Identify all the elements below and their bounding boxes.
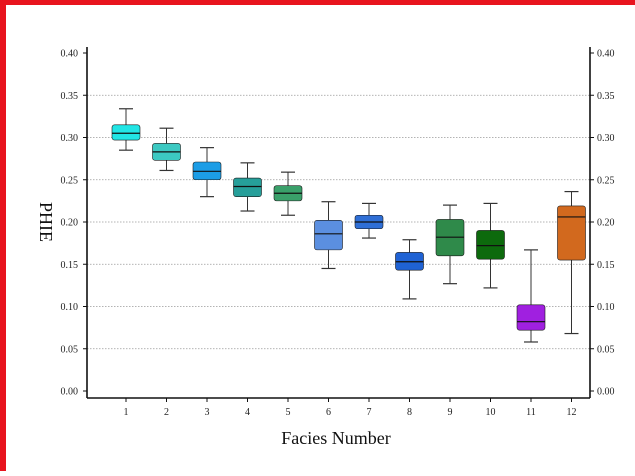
x-tick-label: 12: [567, 407, 577, 418]
x-tick-label: 5: [286, 407, 291, 418]
y-tick-label-right: 0.25: [597, 175, 615, 186]
box-facies-4: [233, 162, 262, 212]
box-series: [111, 108, 586, 343]
y-axis-title: PHIE: [36, 202, 56, 242]
y-tick-label-left: 0.30: [61, 133, 79, 144]
y-tick-label-right: 0.15: [597, 260, 615, 271]
y-tick-label-left: 0.35: [61, 91, 79, 102]
x-tick-label: 9: [448, 407, 453, 418]
y-tick-label-left: 0.10: [61, 302, 79, 313]
box-facies-2: [152, 127, 181, 172]
box-body: [476, 230, 505, 260]
x-tick-label: 6: [326, 407, 331, 418]
x-tick-label: 7: [367, 407, 372, 418]
y-tick-label-left: 0.40: [61, 49, 79, 60]
y-tick-label-right: 0.30: [597, 133, 615, 144]
tick-labels: 0.00 0.00 0.05 0.05 0.10 0.10 0.15 0.15 0.20 0.20…: [61, 49, 615, 419]
x-axis-title: Facies Number: [281, 428, 390, 448]
x-tick-label: 1: [124, 407, 129, 418]
box-body: [111, 124, 141, 141]
y-tick-label-right: 0.40: [597, 49, 615, 60]
x-tick-label: 3: [205, 407, 210, 418]
y-tick-label-right: 0.20: [597, 218, 615, 229]
x-tick-label: 10: [486, 407, 496, 418]
y-tick-label-left: 0.20: [61, 218, 79, 229]
box-facies-9: [435, 204, 465, 285]
box-body: [314, 220, 343, 251]
y-tick-label-left: 0.05: [61, 344, 79, 355]
x-tick-label: 4: [245, 407, 250, 418]
y-tick-label-left: 0.00: [61, 387, 79, 398]
box-facies-10: [476, 202, 505, 289]
box-facies-3: [192, 147, 222, 198]
y-tick-label-right: 0.10: [597, 302, 615, 313]
axes: [83, 47, 594, 402]
box-facies-8: [395, 239, 424, 300]
y-tick-label-right: 0.35: [597, 91, 615, 102]
x-tick-label: 8: [407, 407, 412, 418]
box-facies-6: [314, 201, 343, 270]
y-tick-label-left: 0.15: [61, 260, 79, 271]
box-body: [516, 304, 546, 331]
box-facies-11: [516, 249, 546, 343]
x-tick-label: 2: [164, 407, 169, 418]
box-facies-1: [111, 108, 141, 151]
box-body: [233, 177, 262, 197]
x-tick-label: 11: [526, 407, 536, 418]
box-facies-7: [354, 202, 384, 239]
box-facies-5: [273, 171, 303, 216]
y-tick-label-left: 0.25: [61, 175, 79, 186]
y-tick-label-right: 0.05: [597, 344, 615, 355]
box-facies-12: [557, 190, 586, 335]
y-tick-label-right: 0.00: [597, 387, 615, 398]
box-body: [557, 205, 586, 261]
